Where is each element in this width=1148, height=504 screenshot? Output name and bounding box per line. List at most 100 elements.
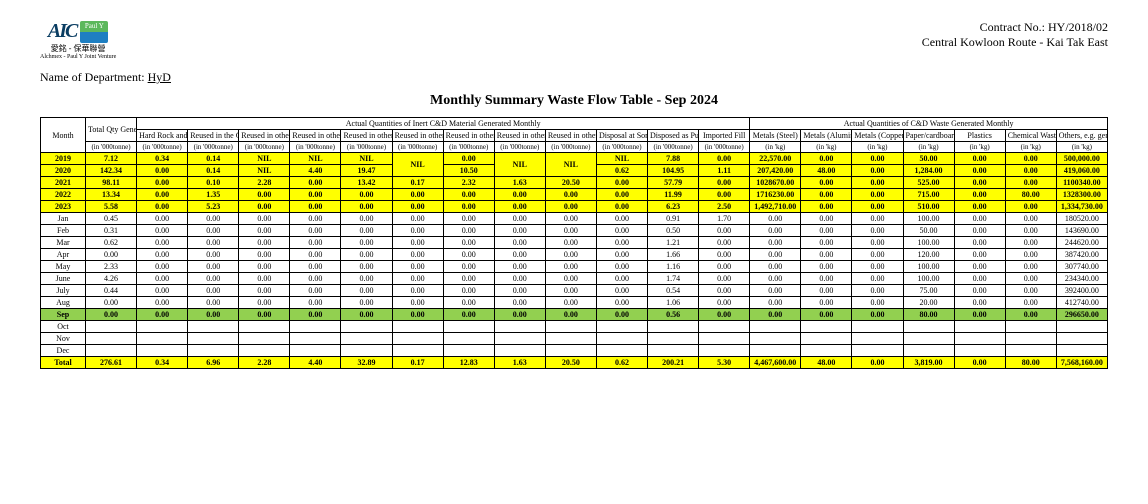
col-h: Disposal at Sorting Facility bbox=[596, 130, 647, 142]
cell: 0.00 bbox=[801, 189, 852, 201]
cell: 0.00 bbox=[954, 273, 1005, 285]
cell bbox=[392, 345, 443, 357]
row-label: Jan bbox=[41, 213, 86, 225]
cell: 0.00 bbox=[494, 297, 545, 309]
unit-cell: (in 'kg) bbox=[1005, 142, 1056, 153]
cell: 0.54 bbox=[648, 285, 699, 297]
cell bbox=[1005, 321, 1056, 333]
table-row: Nov bbox=[41, 333, 1108, 345]
cell: 2.50 bbox=[699, 201, 750, 213]
cell bbox=[954, 345, 1005, 357]
cell: 1.06 bbox=[648, 297, 699, 309]
cell: 0.00 bbox=[596, 201, 647, 213]
cell bbox=[750, 333, 801, 345]
cell: 19.47 bbox=[341, 165, 392, 177]
cell bbox=[1056, 333, 1107, 345]
cell: 180520.00 bbox=[1056, 213, 1107, 225]
cell bbox=[596, 345, 647, 357]
cell: 244620.00 bbox=[1056, 237, 1107, 249]
cell: 0.00 bbox=[1005, 285, 1056, 297]
cell bbox=[137, 333, 188, 345]
cell: 100.00 bbox=[903, 213, 954, 225]
row-label: Nov bbox=[41, 333, 86, 345]
cell bbox=[1056, 345, 1107, 357]
cell bbox=[341, 345, 392, 357]
cell: 0.00 bbox=[852, 249, 903, 261]
cell: 1716230.00 bbox=[750, 189, 801, 201]
cell: 0.00 bbox=[596, 237, 647, 249]
unit-cell: (in '000tonne) bbox=[545, 142, 596, 153]
cell: 0.00 bbox=[852, 261, 903, 273]
cell: 0.00 bbox=[954, 201, 1005, 213]
cell: 57.79 bbox=[648, 177, 699, 189]
col-h: Reused in other Projects (CWB) bbox=[341, 130, 392, 142]
row-label: Feb bbox=[41, 225, 86, 237]
cell: 1100340.00 bbox=[1056, 177, 1107, 189]
cell: 0.00 bbox=[750, 249, 801, 261]
cell: 75.00 bbox=[903, 285, 954, 297]
cell bbox=[801, 321, 852, 333]
cell: 6.96 bbox=[188, 357, 239, 369]
row-label: 2021 bbox=[41, 177, 86, 189]
cell bbox=[699, 345, 750, 357]
contract-no: Contract No.: HY/2018/02 bbox=[922, 20, 1108, 35]
table-row: Total276.610.346.962.284.4032.890.1712.8… bbox=[41, 357, 1108, 369]
cell: 0.00 bbox=[596, 261, 647, 273]
cell: 13.34 bbox=[86, 189, 137, 201]
cell: 715.00 bbox=[903, 189, 954, 201]
table-row: Oct bbox=[41, 321, 1108, 333]
cell: 0.00 bbox=[852, 189, 903, 201]
cell: 0.00 bbox=[954, 261, 1005, 273]
row-label: Total bbox=[41, 357, 86, 369]
header-row: AIC Paul Y 愛銘 - 保華聯營 Alchmex - Paul Y Jo… bbox=[40, 20, 1108, 60]
unit-cell: (in 'kg) bbox=[903, 142, 954, 153]
cell: 0.00 bbox=[801, 273, 852, 285]
cell: 0.00 bbox=[699, 225, 750, 237]
cell: 0.00 bbox=[750, 285, 801, 297]
unit-cell: (in '000tonne) bbox=[341, 142, 392, 153]
cell bbox=[392, 321, 443, 333]
cell bbox=[494, 321, 545, 333]
cell: 500,000.00 bbox=[1056, 153, 1107, 165]
cell: 0.00 bbox=[443, 297, 494, 309]
cell: 1,492,710.00 bbox=[750, 201, 801, 213]
cell: NIL bbox=[341, 153, 392, 165]
cell: 0.00 bbox=[392, 297, 443, 309]
cell bbox=[750, 345, 801, 357]
table-row: July0.440.000.000.000.000.000.000.000.00… bbox=[41, 285, 1108, 297]
cell: 0.00 bbox=[954, 225, 1005, 237]
cell: 0.00 bbox=[1005, 225, 1056, 237]
table-row: Sep0.000.000.000.000.000.000.000.000.000… bbox=[41, 309, 1108, 321]
unit-cell: (in '000tonne) bbox=[596, 142, 647, 153]
cell bbox=[648, 321, 699, 333]
cell bbox=[801, 333, 852, 345]
cell: 0.00 bbox=[341, 285, 392, 297]
cell: 0.00 bbox=[699, 273, 750, 285]
cell: 0.00 bbox=[852, 213, 903, 225]
cell: 0.00 bbox=[954, 165, 1005, 177]
cell: 0.00 bbox=[290, 237, 341, 249]
cell: 0.00 bbox=[86, 249, 137, 261]
cell: 100.00 bbox=[903, 237, 954, 249]
cell: 276.61 bbox=[86, 357, 137, 369]
cell: 0.00 bbox=[1005, 309, 1056, 321]
cell: 7.88 bbox=[648, 153, 699, 165]
unit-cell: (in '000tonne) bbox=[443, 142, 494, 153]
cell: 0.00 bbox=[392, 309, 443, 321]
row-label: May bbox=[41, 261, 86, 273]
cell: 22,570.00 bbox=[750, 153, 801, 165]
cell: 0.00 bbox=[954, 237, 1005, 249]
unit-row: (in '000tonne)(in '000tonne)(in '000tonn… bbox=[41, 142, 1108, 153]
cell: 0.00 bbox=[392, 213, 443, 225]
col-h: Reused in other Projects (Tapbo) bbox=[545, 130, 596, 142]
cell: 0.00 bbox=[137, 285, 188, 297]
cell: 0.00 bbox=[852, 237, 903, 249]
dept-value: HyD bbox=[148, 70, 171, 84]
cell bbox=[954, 333, 1005, 345]
cell: 0.00 bbox=[596, 189, 647, 201]
cell: 0.00 bbox=[750, 213, 801, 225]
cell: 0.00 bbox=[341, 309, 392, 321]
cell: 0.00 bbox=[239, 273, 290, 285]
cell: 0.00 bbox=[443, 285, 494, 297]
cell: 1328300.00 bbox=[1056, 189, 1107, 201]
